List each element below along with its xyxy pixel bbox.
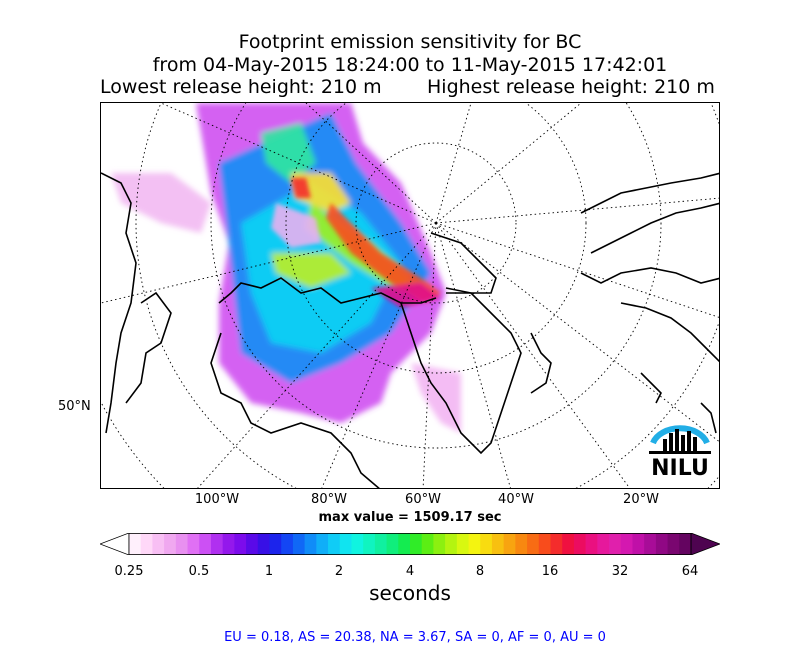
lon-label-100w: 100°W (194, 492, 240, 507)
logo-text: NILU (651, 456, 709, 481)
colorbar-tick-label: 2 (334, 564, 344, 579)
colorbar-extend-high (690, 533, 720, 555)
colorbar-tick-label: 0.25 (114, 564, 144, 579)
colorbar-extend-low (100, 533, 130, 555)
colorbar-swatch (585, 533, 598, 555)
colorbar-swatch (234, 533, 247, 555)
colorbar-swatch (480, 533, 493, 555)
colorbar-swatch (199, 533, 212, 555)
lon-label-40w: 40°W (498, 492, 534, 507)
colorbar-swatch (152, 533, 165, 555)
colorbar-swatch (129, 533, 142, 555)
max-value-label: max value = 1509.17 sec (318, 510, 502, 525)
nilu-logo: NILU (649, 425, 711, 481)
graticule (101, 103, 719, 488)
lowest-release-height: Lowest release height: 210 m (100, 76, 382, 98)
colorbar-swatch (164, 533, 177, 555)
colorbar-tick-label: 8 (475, 564, 485, 579)
sensitivity-plume (111, 103, 461, 433)
colorbar-swatch (410, 533, 423, 555)
colorbar-swatch (667, 533, 680, 555)
colorbar-swatch (515, 533, 528, 555)
colorbar-swatch (609, 533, 622, 555)
colorbar (100, 533, 720, 555)
colorbar-swatch (620, 533, 633, 555)
colorbar-swatch (175, 533, 189, 555)
colorbar-swatch (527, 533, 540, 555)
colorbar-swatch (503, 533, 516, 555)
colorbar-swatch (456, 533, 470, 555)
colorbar-tick-label: 32 (611, 564, 629, 579)
colorbar-swatch (328, 533, 341, 555)
colorbar-swatch (421, 533, 434, 555)
map-canvas: NILU (101, 103, 719, 488)
colorbar-swatch (316, 533, 329, 555)
lon-label-20w: 20°W (623, 492, 659, 507)
colorbar-swatch (363, 533, 376, 555)
colorbar-swatch (644, 533, 657, 555)
colorbar-swatch (257, 533, 270, 555)
colorbar-swatch (655, 533, 669, 555)
colorbar-swatch (210, 533, 224, 555)
coastlines (101, 172, 719, 488)
colorbar-swatch (292, 533, 306, 555)
colorbar-swatch (468, 533, 481, 555)
colorbar-swatch (246, 533, 259, 555)
colorbar-swatch (269, 533, 282, 555)
colorbar-tick-label: 16 (541, 564, 559, 579)
colorbar-tick-label: 1 (264, 564, 274, 579)
colorbar-swatch (538, 533, 551, 555)
colorbar-swatch (304, 533, 317, 555)
colorbar-swatch (679, 533, 692, 555)
logo-arc-icon (650, 425, 710, 445)
colorbar-tick-label: 0.5 (188, 564, 210, 579)
colorbar-swatch (445, 533, 458, 555)
colorbar-swatch (187, 533, 200, 555)
colorbar-tick-label: 4 (405, 564, 415, 579)
highest-release-height: Highest release height: 210 m (427, 76, 715, 98)
colorbar-swatch (491, 533, 505, 555)
colorbar-swatch (386, 533, 399, 555)
colorbar-swatch (351, 533, 364, 555)
footprint-map: NILU (100, 102, 720, 489)
lon-label-60w: 60°W (405, 492, 441, 507)
colorbar-swatch (550, 533, 563, 555)
colorbar-swatch (222, 533, 235, 555)
colorbar-swatch (398, 533, 411, 555)
colorbar-swatch (433, 533, 446, 555)
colorbar-swatch (140, 533, 153, 555)
colorbar-swatch (339, 533, 352, 555)
plot-title-line2: from 04-May-2015 18:24:00 to 11-May-2015… (152, 54, 668, 76)
colorbar-swatch (573, 533, 587, 555)
colorbar-swatch (597, 533, 610, 555)
colorbar-swatch (632, 533, 645, 555)
plot-title-line1: Footprint emission sensitivity for BC (238, 31, 582, 53)
lon-label-80w: 80°W (311, 492, 347, 507)
colorbar-tick-label: 64 (681, 564, 699, 579)
colorbar-border (128, 533, 692, 555)
colorbar-swatch (281, 533, 294, 555)
colorbar-swatch (374, 533, 388, 555)
colorbar-units: seconds (369, 581, 451, 605)
colorbar-swatch (562, 533, 575, 555)
region-values: EU = 0.18, AS = 20.38, NA = 3.67, SA = 0… (224, 630, 606, 645)
lat-label-50n: 50°N (58, 399, 91, 414)
